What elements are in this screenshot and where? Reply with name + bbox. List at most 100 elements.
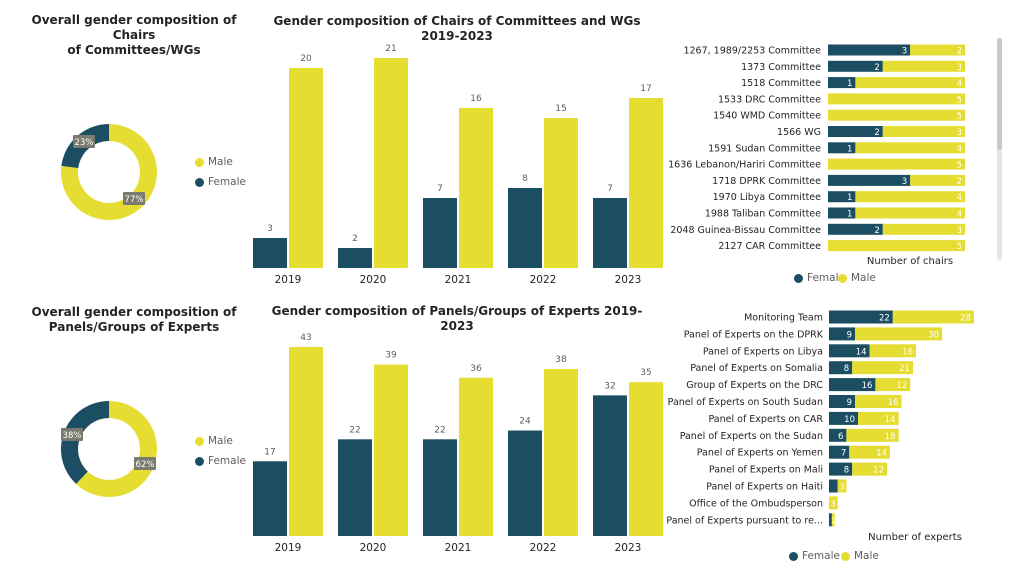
female-legend-dot xyxy=(195,456,204,466)
bar-female-10 xyxy=(829,479,838,493)
bar-male-7 xyxy=(828,158,965,170)
experts-donut-legend-male[interactable]: Male xyxy=(195,435,233,447)
row-label: 2048 Guinea-Bissau Committee xyxy=(670,225,821,236)
bar-value-label: 2 xyxy=(874,128,879,138)
bar-value-label: 30 xyxy=(928,330,939,340)
bar-value-label: 2 xyxy=(352,234,358,244)
chairs-donut-legend-female[interactable]: Female xyxy=(195,176,246,188)
bar-female-2020 xyxy=(338,248,372,268)
bar-value-label: 39 xyxy=(385,351,397,361)
bar-value-label: 21 xyxy=(385,44,396,54)
row-label: 1636 Lebanon/Hariri Committee xyxy=(668,160,821,171)
bar-value-label: 14 xyxy=(856,347,867,357)
chairs-donut-title-line1: Overall gender composition of Chairs xyxy=(31,13,237,42)
bar-male-2 xyxy=(869,344,916,358)
row-label: 1373 Committee xyxy=(741,62,821,73)
experts-donut-legend-female[interactable]: Female xyxy=(195,455,246,467)
bar-value-label: 5 xyxy=(957,112,962,122)
donut-label-bg xyxy=(61,428,83,441)
female-legend-dot xyxy=(794,273,803,283)
x-tick-label: 2023 xyxy=(615,542,642,554)
x-tick-label: 2019 xyxy=(275,542,302,554)
bar-value-label: 3 xyxy=(957,226,962,236)
bar-value-label: 1 xyxy=(847,144,852,154)
bar-value-label: 1 xyxy=(847,210,852,220)
bar-female-2019 xyxy=(253,238,287,268)
chairs-committee-legend-female[interactable]: Female xyxy=(794,272,845,284)
committee-list-scrollbar[interactable] xyxy=(997,38,1002,260)
bar-female-2021 xyxy=(423,439,457,536)
x-tick-label: 2021 xyxy=(445,542,472,554)
bar-male-12 xyxy=(831,513,835,527)
row-label: Panel of Experts on Libya xyxy=(703,346,823,357)
bar-female-3 xyxy=(829,361,853,375)
bar-value-label: 16 xyxy=(888,398,899,408)
experts-panel-legend-male[interactable]: Male xyxy=(841,550,879,562)
experts-panel-legend-female[interactable]: Female xyxy=(789,550,840,562)
bar-value-label: 17 xyxy=(640,84,651,94)
bar-value-label: 2 xyxy=(957,47,962,57)
bar-value-label: 3 xyxy=(902,47,907,57)
bar-female-2022 xyxy=(508,430,542,536)
row-label: Group of Experts on the DRC xyxy=(686,380,823,391)
row-label: 1267, 1989/2253 Committee xyxy=(683,46,821,57)
bar-value-label: 10 xyxy=(844,415,855,425)
row-label: 1533 DRC Committee xyxy=(718,94,821,105)
row-label: 1540 WMD Committee xyxy=(713,111,821,122)
legend-label-male: Male xyxy=(854,550,879,562)
bar-value-label: 15 xyxy=(555,104,566,114)
bar-value-label: 16 xyxy=(470,94,482,104)
bar-female-2021 xyxy=(423,198,457,268)
bar-male-11 xyxy=(829,496,838,510)
bar-value-label: 3 xyxy=(902,177,907,187)
bar-male-3 xyxy=(852,361,914,375)
bar-value-label: 4 xyxy=(957,144,962,154)
bar-male-5 xyxy=(855,395,902,408)
bar-male-6 xyxy=(855,142,965,154)
legend-label-male: Male xyxy=(208,156,233,168)
x-tick-label: 2022 xyxy=(530,274,557,286)
bar-value-label: 8 xyxy=(844,364,849,374)
chairs-donut-legend-male[interactable]: Male xyxy=(195,156,233,168)
bar-value-label: 2 xyxy=(874,63,879,73)
bar-value-label: 18 xyxy=(885,432,896,442)
bar-male-2021 xyxy=(459,108,493,268)
donut-label-female: 38% xyxy=(63,431,82,441)
bar-female-4 xyxy=(829,378,876,392)
bar-female-5 xyxy=(828,126,883,137)
bar-male-2021 xyxy=(459,377,493,536)
bar-female-10 xyxy=(828,207,856,219)
bar-male-1 xyxy=(855,327,943,341)
male-legend-dot xyxy=(195,157,204,167)
bar-value-label: 7 xyxy=(437,184,443,194)
row-label: Panel of Experts on Haiti xyxy=(706,482,823,493)
bar-female-7 xyxy=(829,428,847,442)
bar-male-2023 xyxy=(629,382,663,536)
x-tick-label: 2020 xyxy=(360,542,387,554)
bar-value-label: 22 xyxy=(349,425,360,435)
chairs-committee-legend-male[interactable]: Male xyxy=(838,272,876,284)
legend-label-female: Female xyxy=(802,550,840,562)
donut-slice-female xyxy=(61,401,109,484)
x-axis-title: Number of chairs xyxy=(867,256,953,267)
bar-male-2 xyxy=(855,77,965,89)
row-label: 1591 Sudan Committee xyxy=(708,143,821,154)
bar-female-9 xyxy=(829,462,853,476)
experts-donut-title-line1: Overall gender composition of xyxy=(31,305,237,319)
row-label: 1970 Libya Committee xyxy=(713,192,822,203)
bar-male-2023 xyxy=(629,98,663,268)
bar-male-2019 xyxy=(289,347,323,536)
committee-list-scroll-thumb[interactable] xyxy=(997,38,1002,150)
bar-value-label: 9 xyxy=(847,330,852,340)
row-label: Panel of Experts on Yemen xyxy=(697,448,823,459)
bar-female-2 xyxy=(829,344,870,358)
bar-male-9 xyxy=(852,462,887,476)
bar-female-2023 xyxy=(593,395,627,536)
bar-male-5 xyxy=(882,126,965,137)
